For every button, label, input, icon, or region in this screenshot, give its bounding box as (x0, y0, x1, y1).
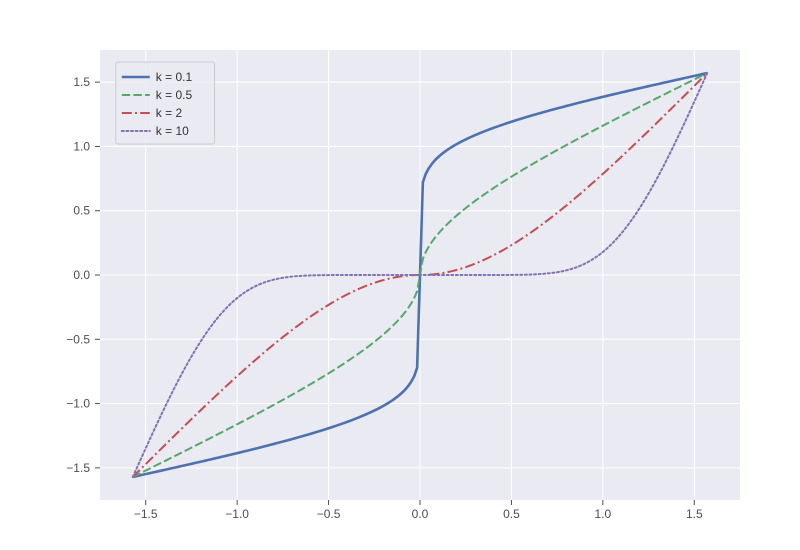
chart-container: −1.5 −1.0 −0.5 0.0 0.5 1.0 1.5 −1.5 −1.0 −0.5 0.0 0… (0, 0, 800, 550)
x-tick-label: 1.0 (595, 507, 612, 521)
x-tick-label: 0.5 (503, 507, 520, 521)
y-tick-label: −1.5 (66, 461, 90, 475)
y-tick-label: −1.0 (66, 397, 90, 411)
legend-label-2: k = 2 (156, 106, 183, 120)
x-tick-label: −0.5 (317, 507, 341, 521)
legend-label-0: k = 0.1 (156, 70, 193, 84)
y-tick-label: −0.5 (66, 332, 90, 346)
line-chart: −1.5 −1.0 −0.5 0.0 0.5 1.0 1.5 −1.5 −1.0 −0.5 0.0 0… (0, 0, 800, 550)
legend-label-1: k = 0.5 (156, 88, 193, 102)
x-tick-label: 0.0 (412, 507, 429, 521)
x-tick-label: 1.5 (686, 507, 703, 521)
legend-label-3: k = 10 (156, 124, 189, 138)
y-tick-label: 1.5 (73, 75, 90, 89)
y-tick-label: 0.5 (73, 204, 90, 218)
y-tick-label: 0.0 (73, 268, 90, 282)
y-tick-label: 1.0 (73, 139, 90, 153)
x-tick-label: −1.5 (134, 507, 158, 521)
x-tick-label: −1.0 (225, 507, 249, 521)
